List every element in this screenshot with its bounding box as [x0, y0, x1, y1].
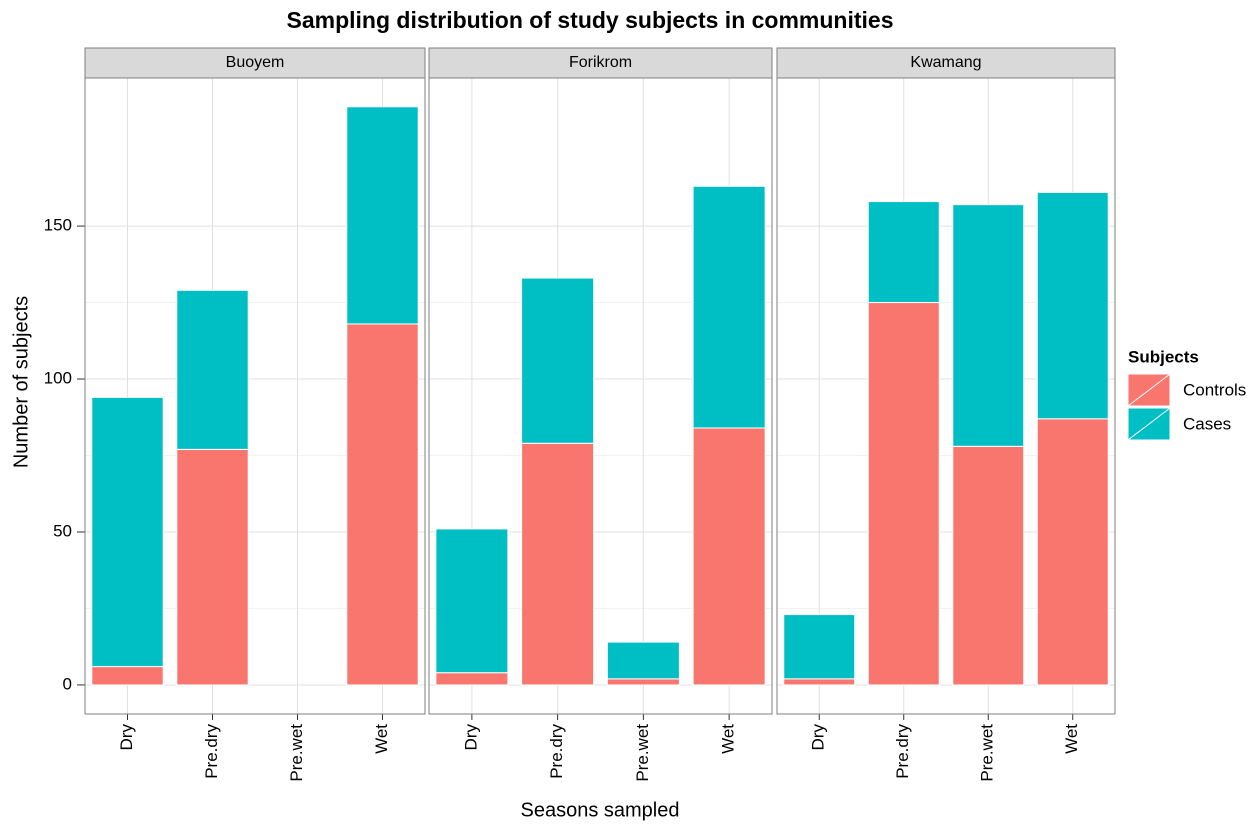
y-tick-label: 50 — [53, 521, 72, 540]
y-tick-label: 0 — [63, 674, 72, 693]
bar-segment — [176, 448, 249, 686]
bar-segment — [952, 204, 1025, 447]
panel-border — [428, 77, 773, 715]
bar-segment — [783, 678, 856, 686]
bar-segment — [952, 445, 1025, 686]
x-tick-label: Wet — [719, 724, 738, 754]
legend-label: Cases — [1183, 414, 1231, 433]
bar-segment — [606, 641, 680, 680]
y-axis-label: Number of subjects — [10, 296, 32, 468]
bar-segment — [867, 302, 940, 686]
strip-background — [776, 47, 1116, 79]
bar-segment — [521, 442, 595, 686]
legend-key-slash — [1127, 407, 1171, 441]
y-tick-label: 150 — [44, 216, 72, 235]
x-tick-label: Pre.wet — [287, 724, 306, 782]
x-tick-label: Dry — [117, 724, 136, 751]
x-tick-label: Wet — [372, 724, 391, 754]
bar-segment — [91, 396, 164, 668]
legend-label: Controls — [1183, 380, 1246, 399]
strip-background — [428, 47, 773, 79]
bar-segment — [346, 323, 419, 686]
x-tick-label: Pre.dry — [202, 724, 221, 779]
bar-segment — [176, 289, 249, 450]
bar-segment — [91, 666, 164, 686]
x-tick-label: Pre.wet — [633, 724, 652, 782]
bar-segment — [692, 427, 766, 686]
x-tick-label: Dry — [809, 724, 828, 751]
bar-segment — [867, 201, 940, 304]
panel-border — [776, 77, 1116, 715]
bar-segment — [1036, 191, 1109, 420]
bar-segment — [606, 678, 680, 686]
x-tick-label: Pre.wet — [978, 724, 997, 782]
x-tick-label: Dry — [461, 724, 480, 751]
facet-title: Kwamang — [910, 54, 981, 71]
y-tick-label: 100 — [44, 369, 72, 388]
bar-segment — [1036, 418, 1109, 686]
strip-background — [84, 47, 426, 79]
x-tick-label: Wet — [1062, 724, 1081, 754]
legend-title: Subjects — [1128, 347, 1199, 366]
panel-border — [84, 77, 426, 715]
facet-title: Forikrom — [569, 54, 632, 71]
x-axis-label: Seasons sampled — [521, 799, 680, 821]
facet-title: Buoyem — [226, 54, 285, 71]
x-tick-label: Pre.dry — [547, 724, 566, 779]
bar-segment — [435, 528, 509, 674]
bar-segment — [692, 185, 766, 429]
bar-segment — [783, 614, 856, 680]
chart-title: Sampling distribution of study subjects … — [287, 7, 894, 33]
bar-segment — [435, 672, 509, 686]
x-tick-label: Pre.dry — [893, 724, 912, 779]
bar-segment — [346, 106, 419, 325]
legend-key-slash — [1127, 373, 1171, 407]
bar-segment — [521, 277, 595, 444]
